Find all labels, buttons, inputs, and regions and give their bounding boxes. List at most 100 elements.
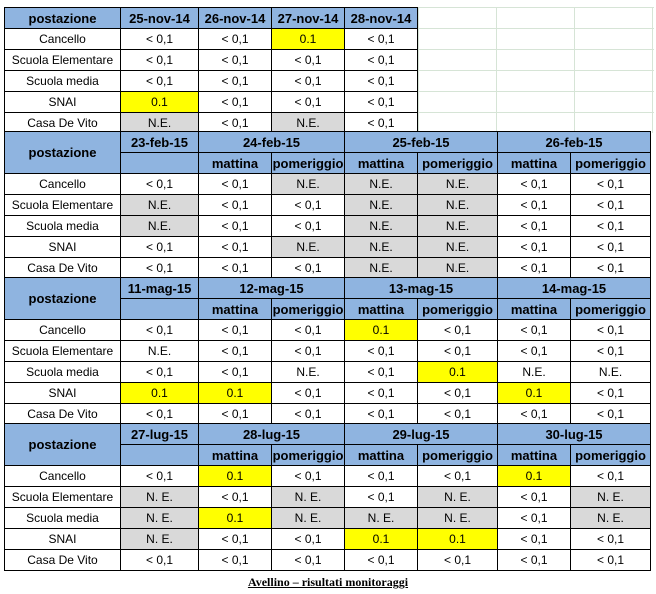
date-header: 27-nov-14 bbox=[271, 7, 345, 29]
measurement-cell: < 0,1 bbox=[198, 236, 272, 258]
session-header-empty bbox=[120, 298, 199, 320]
station-label: Scuola Elementare bbox=[4, 49, 121, 71]
session-header: pomeriggio bbox=[417, 444, 498, 466]
measurement-cell: N. E. bbox=[271, 507, 345, 529]
date-header: 26-feb-15 bbox=[497, 131, 651, 153]
measurement-cell: N.E. bbox=[417, 173, 498, 195]
date-header: 28-lug-15 bbox=[198, 423, 345, 445]
session-header: mattina bbox=[497, 444, 571, 466]
session-header: pomeriggio bbox=[417, 298, 498, 320]
measurement-cell: 0.1 bbox=[271, 28, 345, 50]
measurement-cell: < 0,1 bbox=[120, 236, 199, 258]
measurement-cell: < 0,1 bbox=[497, 215, 571, 237]
measurement-cell: < 0,1 bbox=[120, 49, 199, 71]
measurement-cell: < 0,1 bbox=[570, 340, 651, 362]
measurement-cell: 0.1 bbox=[198, 382, 272, 404]
measurement-cell: < 0,1 bbox=[271, 549, 345, 571]
measurement-cell: < 0,1 bbox=[271, 340, 345, 362]
measurement-cell: < 0,1 bbox=[344, 382, 418, 404]
measurement-cell: < 0,1 bbox=[497, 403, 571, 425]
measurement-cell: < 0,1 bbox=[417, 382, 498, 404]
measurement-cell: < 0,1 bbox=[570, 382, 651, 404]
header-postazione: postazione bbox=[4, 7, 121, 29]
station-label: Cancello bbox=[4, 465, 121, 487]
measurement-cell: < 0,1 bbox=[271, 382, 345, 404]
station-label: Cancello bbox=[4, 319, 121, 341]
measurement-cell: < 0,1 bbox=[271, 70, 345, 92]
measurement-cell: < 0,1 bbox=[497, 257, 571, 279]
measurement-cell: < 0,1 bbox=[417, 465, 498, 487]
session-header: pomeriggio bbox=[570, 152, 651, 174]
session-header: mattina bbox=[198, 152, 272, 174]
measurement-cell: < 0,1 bbox=[344, 549, 418, 571]
measurement-cell: N.E. bbox=[271, 361, 345, 383]
measurement-cell: < 0,1 bbox=[344, 486, 418, 508]
session-header: pomeriggio bbox=[570, 444, 651, 466]
measurement-cell: < 0,1 bbox=[120, 549, 199, 571]
measurement-cell: < 0,1 bbox=[570, 257, 651, 279]
header-postazione: postazione bbox=[4, 131, 121, 174]
measurement-cell: < 0,1 bbox=[417, 340, 498, 362]
measurement-cell: N.E. bbox=[344, 236, 418, 258]
session-header: mattina bbox=[344, 444, 418, 466]
measurement-cell: < 0,1 bbox=[570, 236, 651, 258]
measurement-cell: < 0,1 bbox=[271, 403, 345, 425]
measurement-cell: < 0,1 bbox=[344, 340, 418, 362]
measurement-cell: < 0,1 bbox=[497, 340, 571, 362]
date-header: 29-lug-15 bbox=[344, 423, 498, 445]
session-header: mattina bbox=[497, 152, 571, 174]
date-header: 24-feb-15 bbox=[198, 131, 345, 153]
session-header: mattina bbox=[497, 298, 571, 320]
station-label: Cancello bbox=[4, 173, 121, 195]
session-header-empty bbox=[120, 444, 199, 466]
measurement-cell: < 0,1 bbox=[120, 403, 199, 425]
measurement-cell: 0.1 bbox=[120, 382, 199, 404]
session-header: pomeriggio bbox=[417, 152, 498, 174]
measurement-cell: 0.1 bbox=[497, 382, 571, 404]
measurement-cell: < 0,1 bbox=[271, 215, 345, 237]
measurement-cell: N. E. bbox=[120, 486, 199, 508]
measurement-cell: N.E. bbox=[497, 361, 571, 383]
measurement-cell: < 0,1 bbox=[198, 549, 272, 571]
measurement-cell: < 0,1 bbox=[570, 465, 651, 487]
measurement-cell: < 0,1 bbox=[344, 403, 418, 425]
measurement-cell: < 0,1 bbox=[497, 173, 571, 195]
measurement-cell: < 0,1 bbox=[198, 486, 272, 508]
measurement-cell: < 0,1 bbox=[198, 28, 272, 50]
measurement-cell: < 0,1 bbox=[198, 49, 272, 71]
measurement-cell: N.E. bbox=[271, 173, 345, 195]
monitoring-results-table: postazione 25-nov-14 26-nov-14 27-nov-14 28-… bbox=[4, 7, 654, 571]
session-header: mattina bbox=[198, 444, 272, 466]
station-label: Scuola media bbox=[4, 70, 121, 92]
measurement-cell: N.E. bbox=[417, 194, 498, 216]
date-header: 11-mag-15 bbox=[120, 277, 199, 299]
measurement-cell: < 0,1 bbox=[198, 194, 272, 216]
measurement-cell: < 0,1 bbox=[570, 173, 651, 195]
measurement-cell: < 0,1 bbox=[120, 173, 199, 195]
measurement-cell: < 0,1 bbox=[198, 70, 272, 92]
table-caption: Avellino – risultati monitoraggi bbox=[247, 575, 409, 589]
date-header: 27-lug-15 bbox=[120, 423, 199, 445]
measurement-cell: N.E. bbox=[344, 257, 418, 279]
measurement-cell: < 0,1 bbox=[120, 319, 199, 341]
measurement-cell: < 0,1 bbox=[198, 257, 272, 279]
measurement-cell: < 0,1 bbox=[570, 215, 651, 237]
measurement-cell: < 0,1 bbox=[497, 507, 571, 529]
measurement-cell: N. E. bbox=[570, 507, 651, 529]
station-label: Scuola media bbox=[4, 361, 121, 383]
station-label: Scuola media bbox=[4, 507, 121, 529]
measurement-cell: < 0,1 bbox=[198, 528, 272, 550]
measurement-cell: 0.1 bbox=[417, 528, 498, 550]
measurement-cell: 0.1 bbox=[417, 361, 498, 383]
measurement-cell: N.E. bbox=[120, 340, 199, 362]
measurement-cell: < 0,1 bbox=[417, 319, 498, 341]
measurement-cell: N. E. bbox=[344, 507, 418, 529]
measurement-cell: N.E. bbox=[417, 257, 498, 279]
session-header-empty bbox=[120, 152, 199, 174]
measurement-cell: < 0,1 bbox=[198, 91, 272, 113]
measurement-cell: N.E. bbox=[120, 215, 199, 237]
station-label: SNAI bbox=[4, 382, 121, 404]
date-header: 28-nov-14 bbox=[344, 7, 418, 29]
measurement-cell: < 0,1 bbox=[271, 91, 345, 113]
date-header: 25-nov-14 bbox=[120, 7, 199, 29]
